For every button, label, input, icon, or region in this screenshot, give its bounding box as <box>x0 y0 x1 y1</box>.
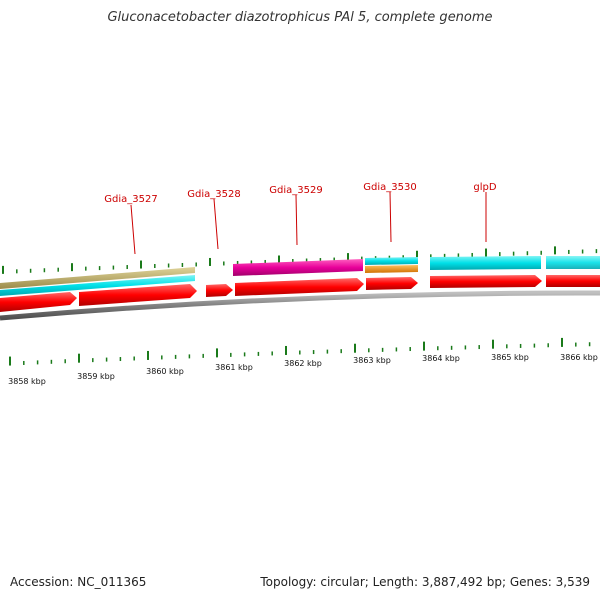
gene-label-gdia-3529: Gdia_3529 <box>269 185 322 196</box>
cds-arrow-4 <box>235 278 364 296</box>
map-title: Gluconacetobacter diazotrophicus PAl 5, … <box>107 10 493 25</box>
cds-arrow-1 <box>0 292 77 312</box>
gene-label-lines <box>130 191 487 255</box>
genome-summary-text: Topology: circular; Length: 3,887,492 bp… <box>260 575 590 589</box>
accession-text: Accession: NC_011365 <box>10 575 147 589</box>
scale-label-3859: 3859 kbp <box>77 372 115 381</box>
feature-pink <box>233 259 363 276</box>
lower-tick-marks <box>9 337 591 366</box>
leader-gdia-3528 <box>213 198 219 250</box>
leader-gdia-3527 <box>130 204 136 255</box>
scale-label-3863: 3863 kbp <box>353 356 391 365</box>
gene-label-gdia-3528: Gdia_3528 <box>187 189 240 200</box>
scale-label-3861: 3861 kbp <box>215 363 253 372</box>
feature-teal-right <box>546 256 600 269</box>
scale-label-3864: 3864 kbp <box>422 354 460 363</box>
cds-arrow-7 <box>546 275 600 287</box>
feature-teal-left <box>0 275 195 296</box>
cds-arrows <box>0 275 600 312</box>
cds-arrow-3 <box>206 284 233 297</box>
scale-label-3866: 3866 kbp <box>560 353 598 362</box>
leader-gdia-3529 <box>295 194 298 246</box>
scale-label-3860: 3860 kbp <box>146 367 184 376</box>
scale-label-3865: 3865 kbp <box>491 353 529 362</box>
leader-gdia-3530 <box>389 191 392 243</box>
gene-labels: Gdia_3527 Gdia_3528 Gdia_3529 Gdia_3530 … <box>104 182 497 205</box>
feature-teal-small <box>365 257 418 265</box>
feature-tan-1 <box>0 267 195 289</box>
cds-arrow-5 <box>366 277 418 290</box>
scale-labels: 3858 kbp 3859 kbp 3860 kbp 3861 kbp 3862… <box>8 353 598 386</box>
cds-arrow-6 <box>430 275 542 288</box>
feature-orange <box>365 265 418 273</box>
scale-label-3862: 3862 kbp <box>284 359 322 368</box>
gene-label-gdia-3527: Gdia_3527 <box>104 194 157 205</box>
gene-label-glpd: glpD <box>473 182 496 193</box>
genome-backbone <box>0 290 600 321</box>
scale-label-3858: 3858 kbp <box>8 377 46 386</box>
cds-arrow-2 <box>79 284 197 306</box>
feature-teal-glpd <box>430 256 541 270</box>
gene-label-gdia-3530: Gdia_3530 <box>363 182 416 193</box>
